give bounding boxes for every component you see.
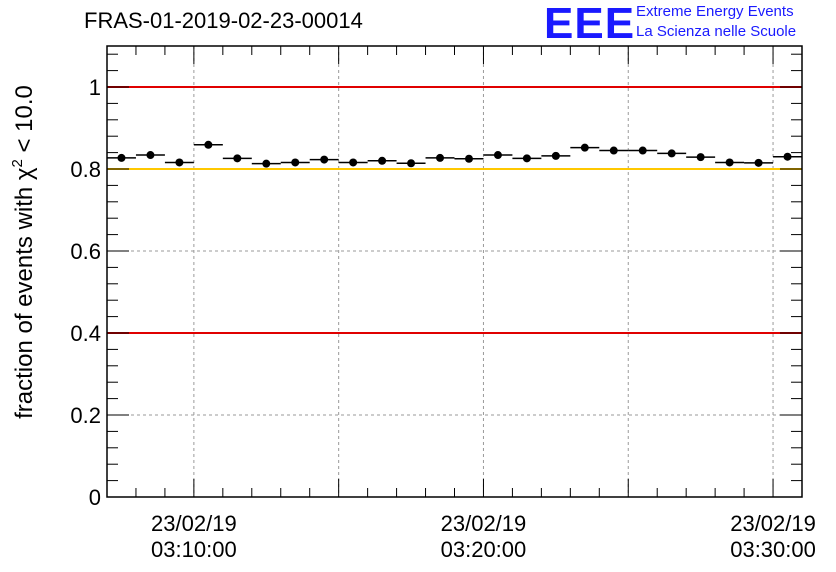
data-point xyxy=(320,155,329,164)
data-point xyxy=(464,154,473,163)
y-tick-label: 0.4 xyxy=(70,321,101,346)
eee-logo: EEE xyxy=(544,0,636,48)
data-point xyxy=(262,159,271,168)
data-point xyxy=(117,153,126,162)
y-tick-label: 0.6 xyxy=(70,239,101,264)
y-axis-label-tail: < 10.0 xyxy=(11,85,38,159)
data-point xyxy=(493,151,502,160)
x-tick-label-time: 03:10:00 xyxy=(151,537,237,562)
logo-caption-line1: Extreme Energy Events xyxy=(636,3,794,20)
data-point xyxy=(378,156,387,165)
data-point xyxy=(725,158,734,167)
x-tick-label-time: 03:20:00 xyxy=(441,537,527,562)
data-point xyxy=(667,149,676,158)
data-point xyxy=(638,146,647,155)
data-point xyxy=(146,151,155,160)
y-tick-label: 0.8 xyxy=(70,157,101,182)
x-tick-label-date: 23/02/19 xyxy=(151,511,237,536)
logo-caption-line2: La Scienza nelle Scuole xyxy=(636,23,797,40)
y-tick-label: 0 xyxy=(89,485,101,510)
chart-title: FRAS-01-2019-02-23-00014 xyxy=(84,8,363,33)
data-point xyxy=(291,158,300,167)
data-point xyxy=(175,158,184,167)
logo-caption: Extreme Energy Events La Scienza nelle S… xyxy=(636,2,796,42)
data-point xyxy=(696,153,705,162)
data-point xyxy=(754,158,763,167)
x-tick-label-date: 23/02/19 xyxy=(730,511,816,536)
y-axis-label-superscript: 2 xyxy=(9,159,26,167)
data-point xyxy=(349,158,358,167)
data-point xyxy=(580,143,589,152)
y-tick-label: 1 xyxy=(89,75,101,100)
data-point xyxy=(522,154,531,163)
data-point xyxy=(609,146,618,155)
data-point xyxy=(233,154,242,163)
y-axis-label-main: fraction of events with χ xyxy=(11,167,38,419)
y-axis-label: fraction of events with χ2 < 10.0 xyxy=(9,85,38,419)
data-point xyxy=(436,153,445,162)
data-point xyxy=(783,152,792,161)
x-tick-label-time: 03:30:00 xyxy=(730,537,816,562)
data-point xyxy=(407,159,416,168)
plot-frame xyxy=(106,45,803,498)
y-tick-label: 0.2 xyxy=(70,403,101,428)
x-tick-label-date: 23/02/19 xyxy=(441,511,527,536)
data-point xyxy=(551,151,560,160)
data-point xyxy=(204,140,213,149)
